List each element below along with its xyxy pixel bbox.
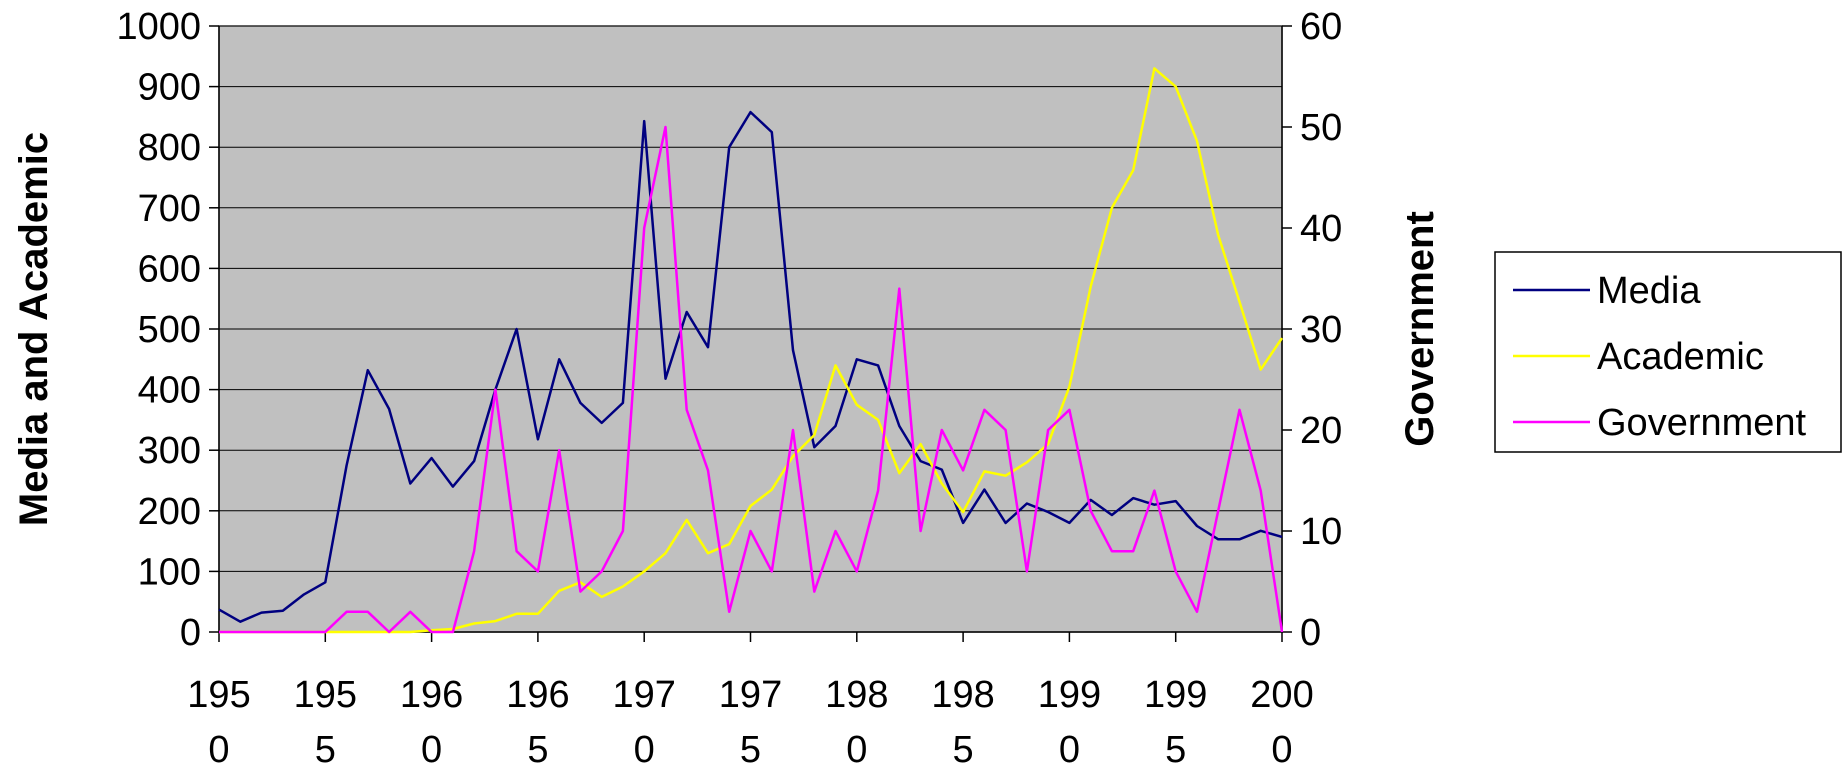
series-line-academic: [219, 67, 1284, 634]
y2-tick-label: 40: [1300, 208, 1342, 250]
y2-tick-label: 10: [1300, 511, 1342, 553]
legend-label-media: Media: [1597, 270, 1701, 312]
y2-tick-label: 0: [1300, 612, 1321, 654]
x-tick-label: 195: [187, 674, 250, 716]
y-tick-label: 900: [138, 67, 201, 109]
legend: Media Academic Government: [1494, 251, 1842, 453]
y-tick-label: 300: [138, 430, 201, 472]
series-line-media: [218, 110, 1283, 623]
y-tick-label: 1000: [116, 6, 201, 48]
x-tick-label-line2: 5: [740, 729, 761, 771]
x-tick-label-line2: 5: [315, 729, 336, 771]
y-tick-label: 700: [138, 188, 201, 230]
y2-tick-label: 50: [1300, 107, 1342, 149]
x-tick-label-line2: 0: [421, 729, 442, 771]
y2-tick-label: 20: [1300, 410, 1342, 452]
gridlines: [219, 25, 1282, 572]
y-tick-label: 500: [138, 309, 201, 351]
x-tick-label: 197: [719, 674, 782, 716]
tick-labels: 0100200300400500600700800900100001020304…: [116, 6, 1342, 771]
series-lines: [218, 67, 1284, 634]
x-tick-label-line2: 5: [953, 729, 974, 771]
series-line-government: [219, 125, 1284, 634]
x-tick-label: 196: [400, 674, 463, 716]
x-tick-label: 197: [612, 674, 675, 716]
x-tick-label: 195: [294, 674, 357, 716]
y-tick-label: 600: [138, 248, 201, 290]
x-tick-label-line2: 5: [527, 729, 548, 771]
x-tick-label-line2: 5: [1165, 729, 1186, 771]
y-tick-label: 200: [138, 491, 201, 533]
y2-tick-label: 60: [1300, 6, 1342, 48]
x-tick-label-line2: 0: [1059, 729, 1080, 771]
x-tick-label: 200: [1250, 674, 1313, 716]
y2-tick-label: 30: [1300, 309, 1342, 351]
legend-box: [1494, 251, 1842, 453]
y-tick-label: 0: [180, 612, 201, 654]
x-tick-label: 196: [506, 674, 569, 716]
x-tick-label-line2: 0: [1271, 729, 1292, 771]
x-tick-label-line2: 0: [846, 729, 867, 771]
y-tick-label: 400: [138, 370, 201, 412]
x-tick-label: 199: [1038, 674, 1101, 716]
x-tick-label-line2: 0: [208, 729, 229, 771]
y-axis-title: Media and Academic: [12, 132, 56, 526]
x-tick-label: 198: [931, 674, 994, 716]
legend-label-government: Government: [1597, 402, 1807, 444]
y2-axis-title: Government: [1398, 211, 1442, 447]
x-tick-label: 199: [1144, 674, 1207, 716]
x-tick-label: 198: [825, 674, 888, 716]
x-tick-label-line2: 0: [634, 729, 655, 771]
y-tick-label: 100: [138, 551, 201, 593]
y-tick-label: 800: [138, 127, 201, 169]
legend-label-academic: Academic: [1597, 336, 1764, 378]
